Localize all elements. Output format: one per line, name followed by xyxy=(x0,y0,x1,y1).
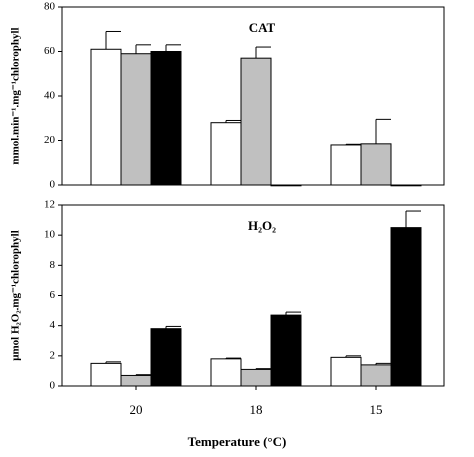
bar xyxy=(150,328,182,387)
bar xyxy=(90,48,122,186)
panel-title: CAT xyxy=(249,20,276,35)
bar xyxy=(390,184,422,187)
y-tick-label: 60 xyxy=(44,45,56,57)
bar xyxy=(330,144,362,186)
bar xyxy=(360,364,392,387)
x-axis-label: Temperature (°C) xyxy=(188,434,287,449)
bar xyxy=(90,362,122,387)
y-tick-label: 4 xyxy=(50,319,56,331)
bar xyxy=(240,368,272,387)
bar xyxy=(120,53,152,186)
bar xyxy=(360,143,392,186)
panel-title: H₂O₂ xyxy=(248,218,276,233)
y-tick-label: 6 xyxy=(50,289,56,301)
y-tick-label: 2 xyxy=(50,349,56,361)
x-tick-label: 18 xyxy=(250,402,263,417)
y-axis-label: mmol.min⁻¹.mg⁻¹chlorophyll xyxy=(10,27,22,164)
bar xyxy=(390,227,422,387)
y-axis-label: μmol H₂O₂.mg⁻¹chlorophyll xyxy=(10,230,22,361)
bar xyxy=(240,57,272,186)
bar xyxy=(210,122,242,186)
y-tick-label: 8 xyxy=(50,259,56,271)
y-tick-label: 80 xyxy=(44,1,56,13)
x-tick-label: 20 xyxy=(130,402,143,417)
y-tick-label: 12 xyxy=(44,199,55,211)
bar xyxy=(270,314,302,387)
y-tick-label: 40 xyxy=(44,90,56,102)
y-tick-label: 0 xyxy=(50,380,56,392)
bar xyxy=(270,184,302,187)
y-tick-label: 20 xyxy=(44,134,56,146)
bar xyxy=(120,374,152,387)
bar xyxy=(150,51,182,186)
y-tick-label: 10 xyxy=(44,229,56,241)
bar xyxy=(330,356,362,387)
bar xyxy=(210,358,242,387)
x-tick-label: 15 xyxy=(370,402,383,417)
y-tick-label: 0 xyxy=(50,179,56,191)
